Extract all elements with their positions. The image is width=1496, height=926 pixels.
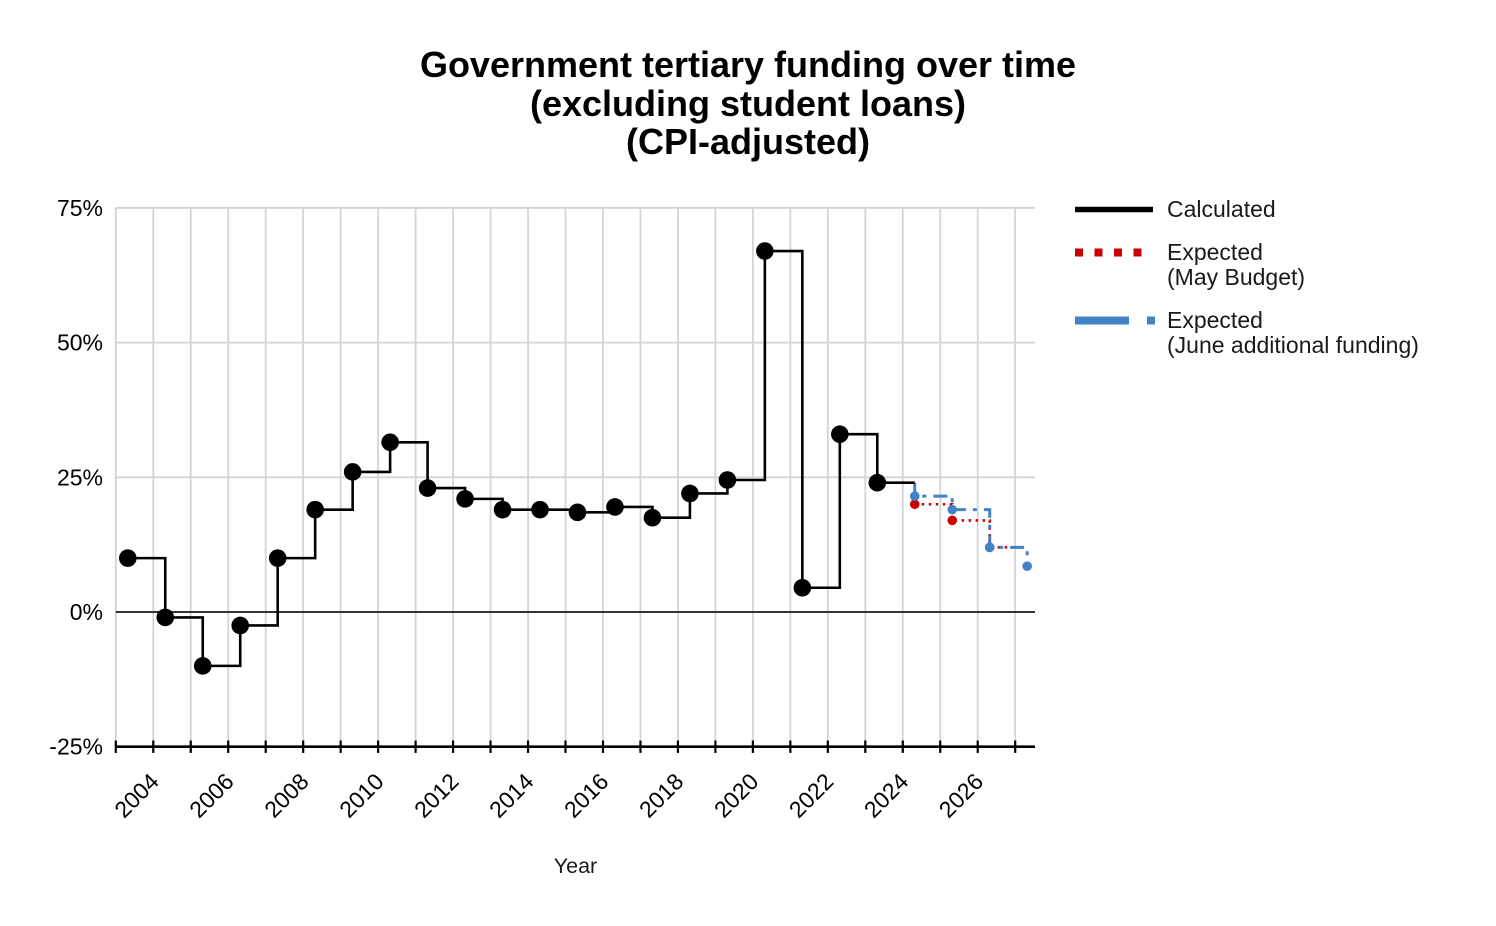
x-axis-title: Year [553, 854, 598, 878]
data-point [268, 549, 287, 567]
x-tick-label: 2014 [484, 768, 539, 823]
y-tick-label: 50% [57, 330, 103, 356]
legend-key-swatch [1075, 316, 1155, 325]
legend-label: Calculated [1167, 197, 1276, 222]
legend-label-line: Calculated [1167, 196, 1276, 222]
data-point [909, 491, 920, 501]
data-point [909, 499, 920, 510]
y-tick-label: 0% [70, 599, 103, 625]
data-point [1022, 561, 1032, 572]
legend-item-expected-may: Expected (May Budget) [1073, 240, 1419, 290]
data-point [947, 515, 958, 526]
legend-label: Expected (May Budget) [1167, 240, 1305, 290]
data-point [718, 471, 737, 489]
series-line-calculated [127, 249, 915, 668]
legend-label-line: Expected [1167, 239, 1263, 265]
legend-item-expected-june: Expected (June additional funding) [1073, 308, 1419, 358]
y-tick-label: 25% [57, 464, 103, 490]
y-tick-label: 75% [57, 195, 103, 221]
x-tick-label: 2016 [559, 768, 614, 823]
data-point [418, 479, 437, 497]
legend-label: Expected (June additional funding) [1167, 308, 1419, 358]
data-point [793, 578, 812, 597]
data-point [493, 500, 512, 519]
data-point [643, 508, 662, 527]
data-point [118, 549, 137, 567]
data-point [156, 608, 175, 627]
legend-item-calculated: Calculated [1073, 197, 1419, 222]
data-point [531, 500, 549, 519]
title-line-1: Government tertiary funding over time [419, 44, 1077, 85]
x-tick-label: 2010 [334, 768, 389, 823]
x-tick-label: 2022 [784, 768, 839, 823]
series-line-expected-may [914, 502, 1020, 549]
y-tick-label: -25% [49, 734, 103, 760]
title-line-2: (excluding student loans) [529, 82, 967, 124]
data-point [681, 484, 699, 503]
x-tick-label: 2024 [859, 768, 914, 823]
data-point [756, 242, 774, 260]
chart-title: Government tertiary funding over time (e… [0, 44, 1496, 162]
data-point [831, 425, 849, 444]
data-point [947, 504, 958, 515]
data-point [231, 616, 250, 635]
series-line-expected-june [913, 482, 1029, 567]
data-point [984, 542, 995, 553]
legend-label-line: (June additional funding) [1167, 332, 1419, 358]
x-tick-label: 2012 [409, 768, 464, 823]
x-tick-label: 2026 [934, 768, 989, 823]
title-line-3: (CPI-adjusted) [625, 121, 870, 162]
x-tick-label: 2006 [184, 768, 239, 823]
data-point [868, 473, 887, 492]
legend-key-swatch [1075, 206, 1153, 213]
data-point [193, 657, 212, 675]
legend-key-swatch [1075, 248, 1142, 257]
legend-label-line: (May Budget) [1167, 264, 1306, 290]
data-point [606, 498, 624, 516]
x-tick-label: 2008 [259, 768, 314, 823]
legend: Calculated Expected (May Budget) Expected (J… [1073, 197, 1419, 358]
x-tick-label: 2018 [634, 768, 689, 823]
data-point [306, 500, 324, 519]
legend-label-line: Expected [1167, 307, 1263, 333]
x-tick-label: 2004 [109, 768, 164, 823]
data-point [456, 490, 474, 508]
data-point [343, 463, 362, 481]
x-tick-label: 2020 [709, 768, 764, 823]
data-point [568, 503, 587, 522]
data-point [381, 433, 399, 452]
